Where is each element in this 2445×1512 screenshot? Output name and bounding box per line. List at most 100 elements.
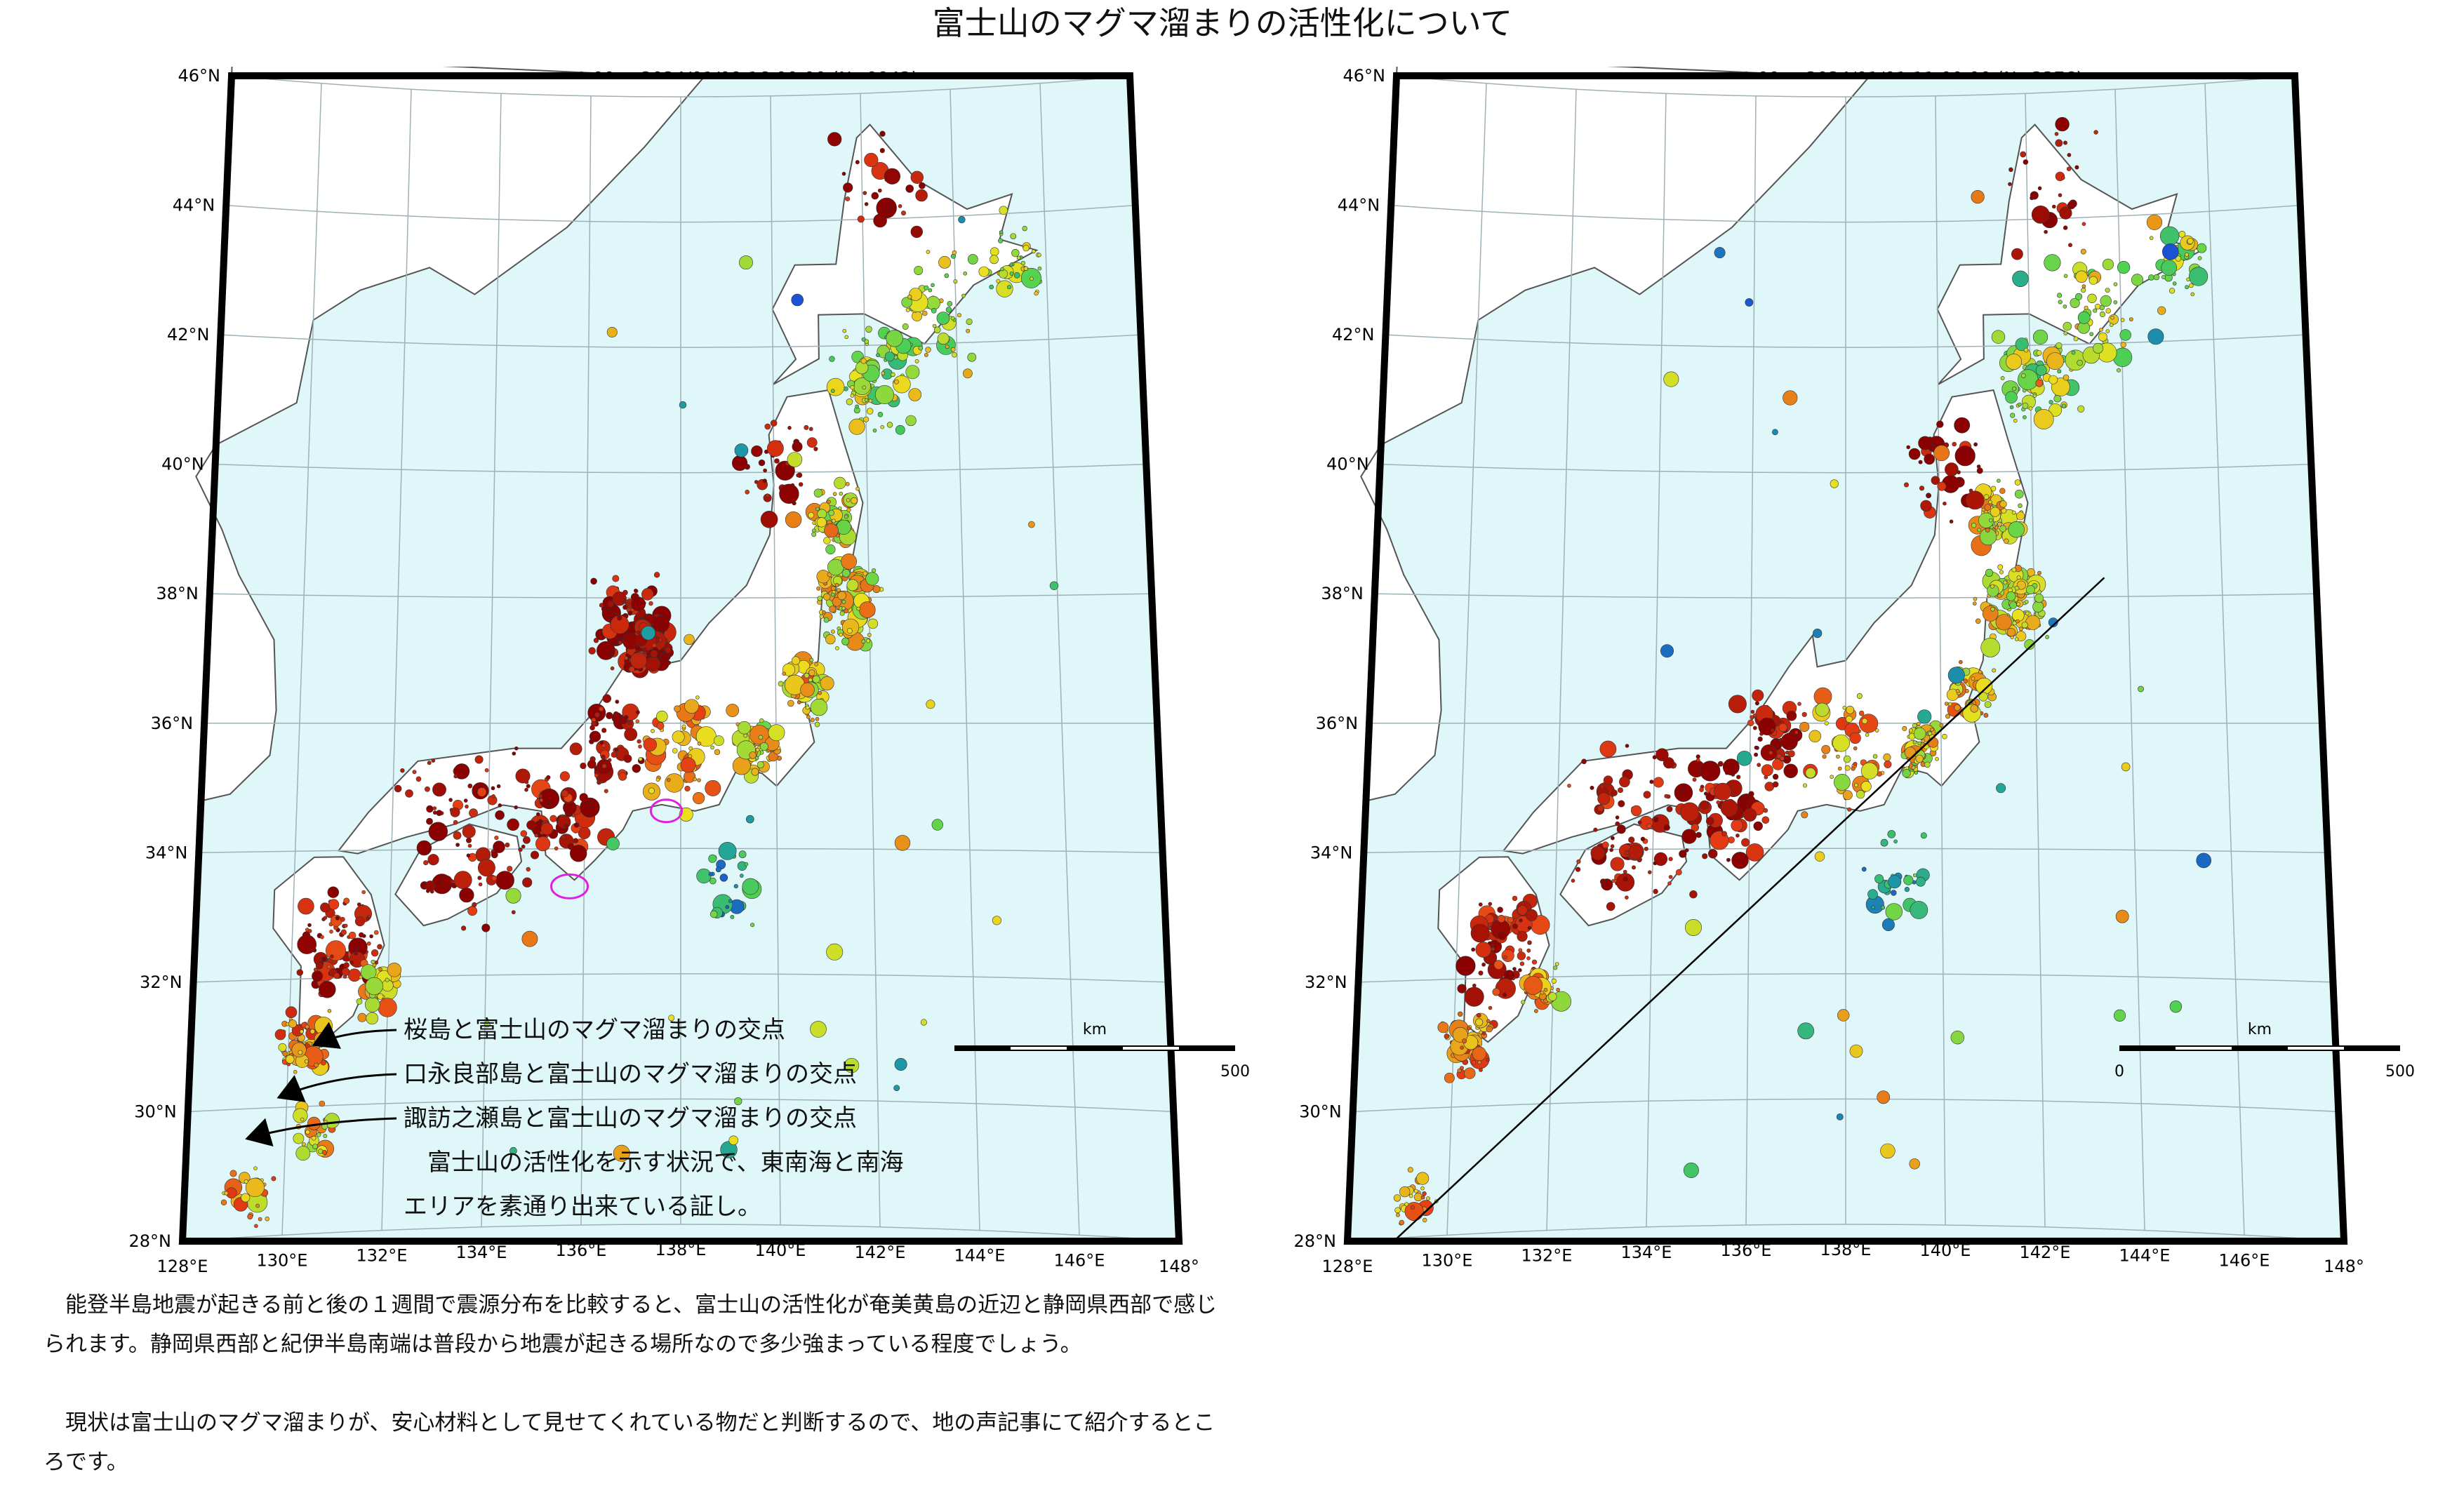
earthquake-dot	[327, 886, 339, 898]
earthquake-dot	[877, 188, 882, 193]
earthquake-dot	[1980, 638, 2001, 657]
earthquake-dot	[708, 854, 717, 863]
earthquake-dot	[1813, 687, 1832, 706]
earthquake-dot	[1517, 951, 1526, 961]
earthquake-dot	[2159, 226, 2180, 246]
longitude-label: 132°E	[357, 1246, 408, 1266]
earthquake-dot	[2017, 369, 2039, 390]
earthquake-dot	[319, 1100, 326, 1107]
earthquake-dot	[1707, 849, 1718, 859]
earthquake-dot	[1527, 925, 1532, 930]
earthquake-dot	[1016, 255, 1021, 260]
earthquake-dot	[996, 279, 1001, 283]
earthquake-dot	[1924, 453, 1936, 465]
earthquake-dot	[1721, 831, 1727, 837]
earthquake-dot	[1748, 791, 1754, 797]
earthquake-dot	[298, 897, 314, 915]
earthquake-dot	[2105, 288, 2110, 293]
earthquake-dot	[638, 757, 643, 761]
parallel-line	[1396, 75, 2296, 98]
latitude-label: 40°N	[1326, 455, 1369, 474]
latitude-label: 30°N	[1299, 1102, 1342, 1121]
earthquake-dot	[2033, 409, 2054, 429]
earthquake-dot	[1997, 521, 2002, 527]
earthquake-dot	[775, 460, 795, 481]
earthquake-dot	[938, 255, 952, 269]
earthquake-dot	[841, 606, 846, 610]
earthquake-dot	[1590, 785, 1594, 790]
earthquake-dot	[2081, 288, 2086, 293]
earthquake-dot	[1935, 756, 1939, 761]
earthquake-dot	[1836, 1113, 1844, 1120]
earthquake-dot	[342, 968, 350, 976]
earthquake-dot	[1772, 781, 1779, 788]
earthquake-dot	[1006, 285, 1012, 290]
longitude-label: 128°E	[1322, 1257, 1373, 1276]
earthquake-dot	[309, 1029, 315, 1034]
earthquake-dot	[1752, 713, 1757, 718]
earthquake-dot	[359, 975, 363, 979]
earthquake-dot	[607, 600, 615, 608]
earthquake-dot	[843, 182, 853, 193]
earthquake-dot	[762, 479, 767, 483]
earthquake-dot	[893, 1085, 900, 1091]
earthquake-dot	[937, 333, 950, 345]
earthquake-dot	[293, 1070, 298, 1074]
earthquake-dot	[810, 718, 815, 723]
longitude-label: 148°	[1159, 1257, 1199, 1276]
earthquake-dot	[674, 705, 681, 713]
earthquake-dot	[1764, 782, 1775, 791]
earthquake-dot	[319, 935, 324, 939]
earthquake-dot	[1717, 761, 1724, 767]
earthquake-dot	[1726, 857, 1731, 862]
earthquake-dot	[343, 897, 350, 904]
earthquake-dot	[1976, 467, 1983, 474]
earthquake-dot	[1824, 721, 1829, 725]
earthquake-dot	[514, 805, 519, 810]
earthquake-dot	[1512, 967, 1517, 971]
earthquake-dot	[1736, 834, 1740, 838]
earthquake-dot	[1750, 709, 1755, 714]
earthquake-dot	[2011, 510, 2016, 515]
earthquake-dot	[569, 742, 582, 756]
latitude-label: 30°N	[134, 1102, 177, 1121]
earthquake-dot	[1731, 852, 1749, 869]
earthquake-dot	[813, 446, 818, 452]
earthquake-dot	[1000, 267, 1004, 272]
earthquake-dot	[1567, 784, 1571, 788]
earthquake-dot	[2000, 375, 2005, 380]
earthquake-dot	[827, 132, 842, 147]
earthquake-dot	[910, 225, 924, 239]
earthquake-dot	[1906, 445, 1911, 450]
earthquake-dot	[2028, 406, 2033, 411]
earthquake-dot	[254, 1224, 258, 1229]
earthquake-dot	[2063, 321, 2072, 331]
earthquake-dot	[767, 440, 784, 457]
earthquake-dot	[623, 754, 632, 763]
earthquake-dot	[850, 394, 855, 398]
earthquake-dot	[2055, 116, 2070, 132]
earthquake-dot	[839, 491, 844, 496]
earthquake-dot	[831, 586, 836, 591]
earthquake-dot	[385, 977, 389, 982]
highlight-shizuoka-ellipse	[649, 798, 683, 824]
earthquake-dot	[812, 675, 820, 683]
map-canvas: 28°N 30°N 32°N 34°N 36°N 38°N 40°N 42°N 44°N 46°N…	[129, 67, 1250, 1276]
scale-end: 500	[2385, 1063, 2415, 1081]
earthquake-dot	[1928, 737, 1939, 748]
earthquake-dot	[1481, 1031, 1486, 1036]
earthquake-dot	[538, 819, 543, 824]
earthquake-dot	[928, 288, 933, 293]
earthquake-dot	[554, 846, 559, 851]
earthquake-dot	[1736, 775, 1741, 780]
earthquake-dot	[855, 361, 869, 375]
earthquake-dot	[755, 747, 760, 752]
earthquake-dot	[2075, 293, 2083, 300]
earthquake-dot	[291, 1042, 307, 1057]
parallel-line	[199, 848, 1163, 854]
earthquake-dot	[1663, 757, 1674, 769]
earthquake-dot	[2014, 637, 2019, 641]
earthquake-dot	[594, 711, 600, 718]
earthquake-dot	[1571, 878, 1575, 883]
earthquake-dot	[837, 588, 841, 592]
